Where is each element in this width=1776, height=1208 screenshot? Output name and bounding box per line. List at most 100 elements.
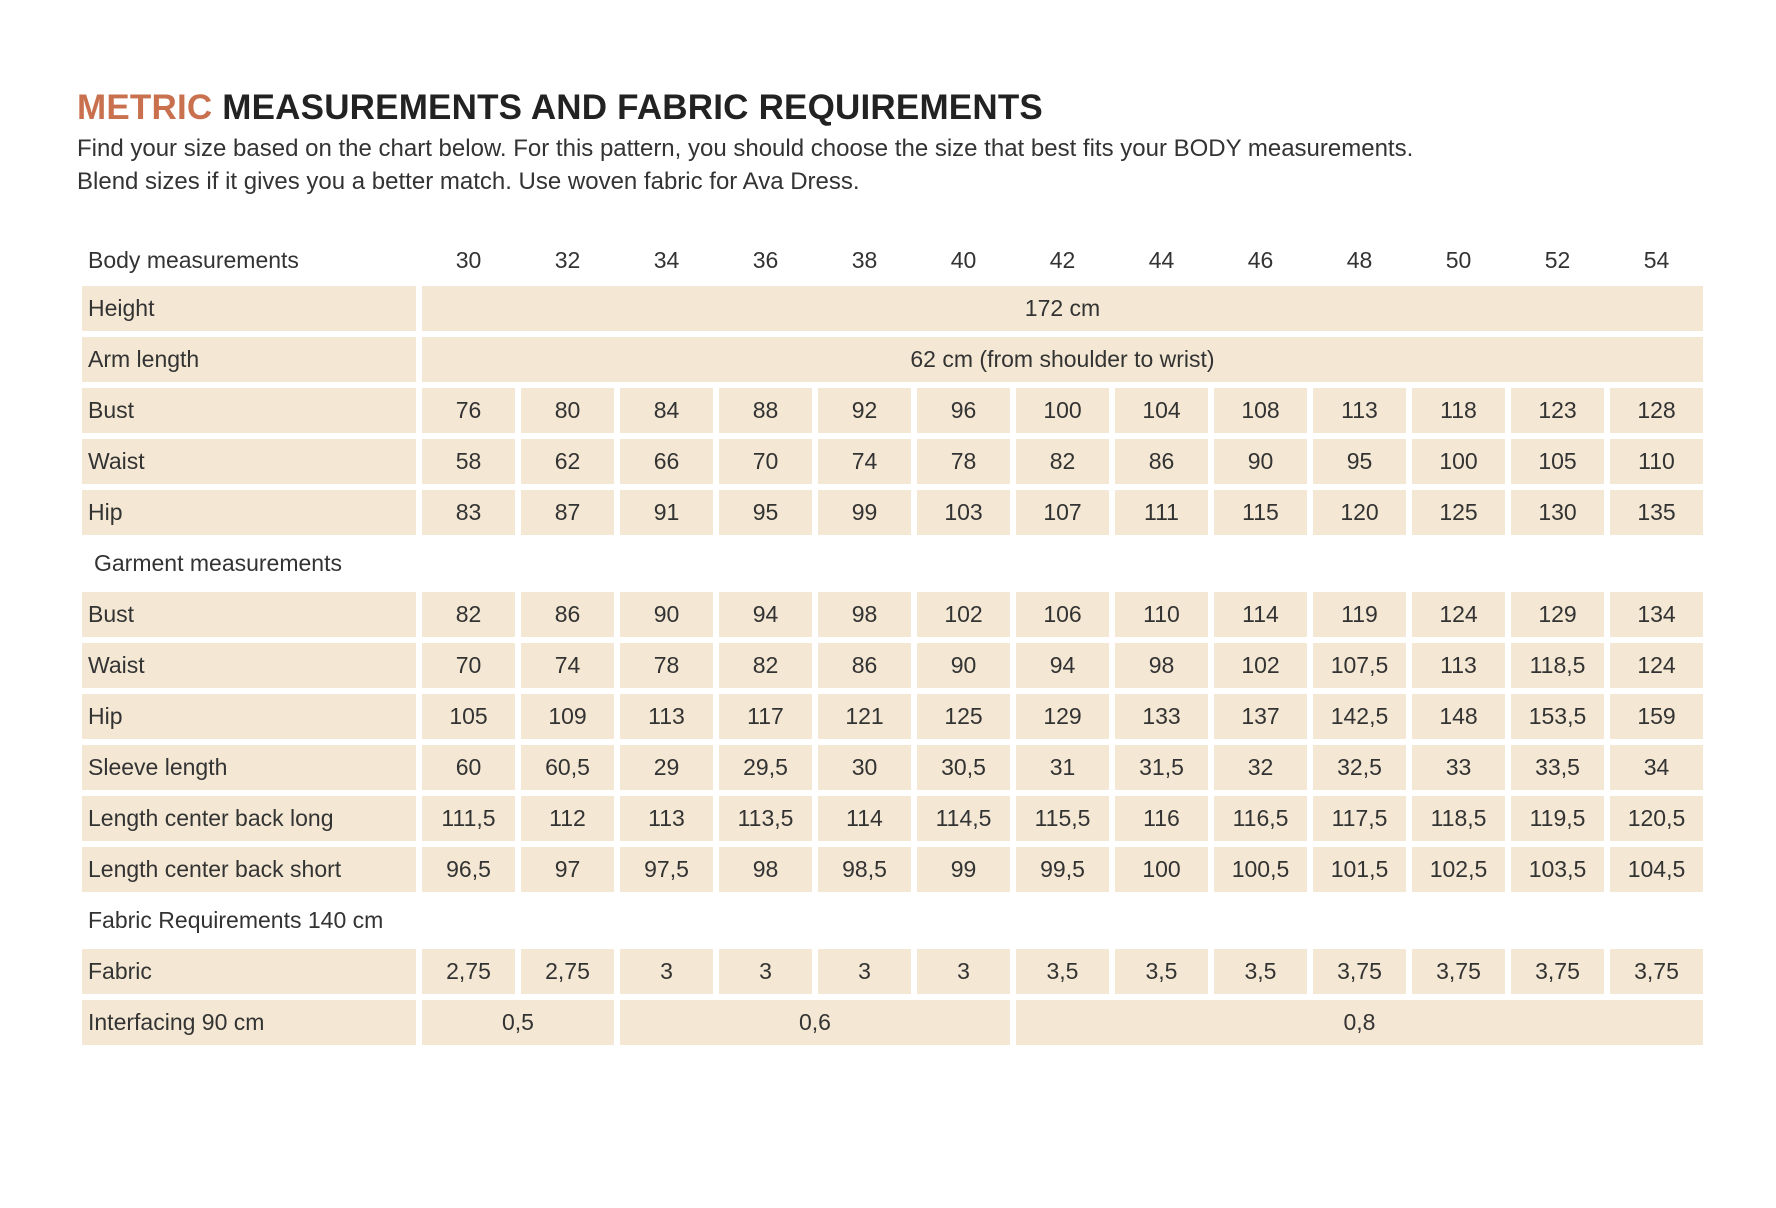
value-cell: 95 [1313, 439, 1406, 484]
value-cell: 60,5 [521, 745, 614, 790]
value-cell: 3,75 [1511, 949, 1604, 994]
fabric-section-row: Fabric Requirements 140 cm [82, 898, 1703, 943]
value-cell: 102 [1214, 643, 1307, 688]
value-cell: 87 [521, 490, 614, 535]
value-cell: 116,5 [1214, 796, 1307, 841]
page-title: METRIC MEASUREMENTS AND FABRIC REQUIREME… [77, 86, 1707, 130]
value-cell: 124 [1412, 592, 1505, 637]
value-cell: 108 [1214, 388, 1307, 433]
value-cell: 2,75 [521, 949, 614, 994]
title-rest: MEASUREMENTS AND FABRIC REQUIREMENTS [212, 88, 1043, 127]
value-cell: 113 [1313, 388, 1406, 433]
value-cell: 74 [818, 439, 911, 484]
value-cell: 100,5 [1214, 847, 1307, 892]
row-label: Sleeve length [82, 745, 416, 790]
value-cell: 96 [917, 388, 1010, 433]
value-cell: 113 [620, 796, 713, 841]
size-header-cell: 30 [455, 246, 482, 273]
body-row: Hip 83 87 91 95 99 103 107 111 115 120 125 130 135 [82, 490, 1703, 535]
value-cell: 130 [1511, 490, 1604, 535]
value-cell: 31,5 [1115, 745, 1208, 790]
value-cell: 125 [1412, 490, 1505, 535]
value-cell: 109 [521, 694, 614, 739]
value-cell: 3,5 [1214, 949, 1307, 994]
value-cell: 103 [917, 490, 1010, 535]
value-cell: 88 [719, 388, 812, 433]
value-cell: 86 [1115, 439, 1208, 484]
value-cell: 91 [620, 490, 713, 535]
value-cell: 111,5 [422, 796, 515, 841]
value-cell: 105 [1511, 439, 1604, 484]
value-cell: 3,75 [1313, 949, 1406, 994]
size-header-cell: 32 [554, 246, 581, 273]
value-cell: 118,5 [1412, 796, 1505, 841]
fabric-requirements-title: Fabric Requirements 140 cm [88, 907, 384, 933]
value-cell: 92 [818, 388, 911, 433]
value-cell: 124 [1610, 643, 1703, 688]
garment-measurements-title: Garment measurements [94, 550, 342, 576]
size-header-cell: 34 [653, 246, 680, 273]
value-cell: 133 [1115, 694, 1208, 739]
size-header-cell: 44 [1148, 246, 1175, 273]
value-cell: 90 [620, 592, 713, 637]
value-cell: 115 [1214, 490, 1307, 535]
value-cell: 135 [1610, 490, 1703, 535]
value-cell: 116 [1115, 796, 1208, 841]
value-cell: 120 [1313, 490, 1406, 535]
value-cell: 102,5 [1412, 847, 1505, 892]
value-cell: 60 [422, 745, 515, 790]
value-cell: 107 [1016, 490, 1109, 535]
value-cell: 31 [1016, 745, 1109, 790]
value-cell: 110 [1115, 592, 1208, 637]
value-cell: 110 [1610, 439, 1703, 484]
value-cell: 98,5 [818, 847, 911, 892]
value-cell: 3 [719, 949, 812, 994]
height-value: 172 cm [422, 286, 1703, 331]
garment-row: Length center back short 96,5 97 97,5 98 98,5… [82, 847, 1703, 892]
value-cell: 94 [1016, 643, 1109, 688]
value-cell: 95 [719, 490, 812, 535]
value-cell: 118,5 [1511, 643, 1604, 688]
size-header-cell: 36 [752, 246, 779, 273]
value-cell: 82 [422, 592, 515, 637]
value-cell: 137 [1214, 694, 1307, 739]
value-cell: 117,5 [1313, 796, 1406, 841]
row-label: Hip [82, 490, 416, 535]
value-cell: 74 [521, 643, 614, 688]
value-cell: 125 [917, 694, 1010, 739]
garment-row: Hip 105 109 113 117 121 125 129 133 137 142,5 148 15… [82, 694, 1703, 739]
value-cell: 104,5 [1610, 847, 1703, 892]
size-header-cell: 38 [851, 246, 878, 273]
size-header-cell: 46 [1247, 246, 1274, 273]
arm-length-value: 62 cm (from shoulder to wrist) [422, 337, 1703, 382]
intro-text: Find your size based on the chart below.… [77, 132, 1707, 198]
value-cell: 98 [1115, 643, 1208, 688]
value-cell: 159 [1610, 694, 1703, 739]
value-cell: 90 [917, 643, 1010, 688]
value-cell: 86 [521, 592, 614, 637]
value-cell: 96,5 [422, 847, 515, 892]
intro-line-2: Blend sizes if it gives you a better mat… [77, 168, 860, 195]
value-cell: 100 [1412, 439, 1505, 484]
garment-section-row: Garment measurements [82, 541, 1703, 586]
value-cell: 153,5 [1511, 694, 1604, 739]
row-label: Height [82, 286, 416, 331]
value-cell: 111 [1115, 490, 1208, 535]
title-accent: METRIC [77, 88, 213, 127]
value-cell: 30 [818, 745, 911, 790]
size-header-cell: 48 [1346, 246, 1373, 273]
value-cell: 101,5 [1313, 847, 1406, 892]
value-cell: 66 [620, 439, 713, 484]
value-cell: 83 [422, 490, 515, 535]
value-cell: 117 [719, 694, 812, 739]
value-cell: 142,5 [1313, 694, 1406, 739]
value-cell: 98 [719, 847, 812, 892]
value-cell: 113 [1412, 643, 1505, 688]
value-cell: 29 [620, 745, 713, 790]
row-label: Hip [82, 694, 416, 739]
value-cell: 148 [1412, 694, 1505, 739]
value-cell: 100 [1016, 388, 1109, 433]
value-cell: 3,5 [1016, 949, 1109, 994]
value-cell: 102 [917, 592, 1010, 637]
size-header-cell: 40 [950, 246, 977, 273]
